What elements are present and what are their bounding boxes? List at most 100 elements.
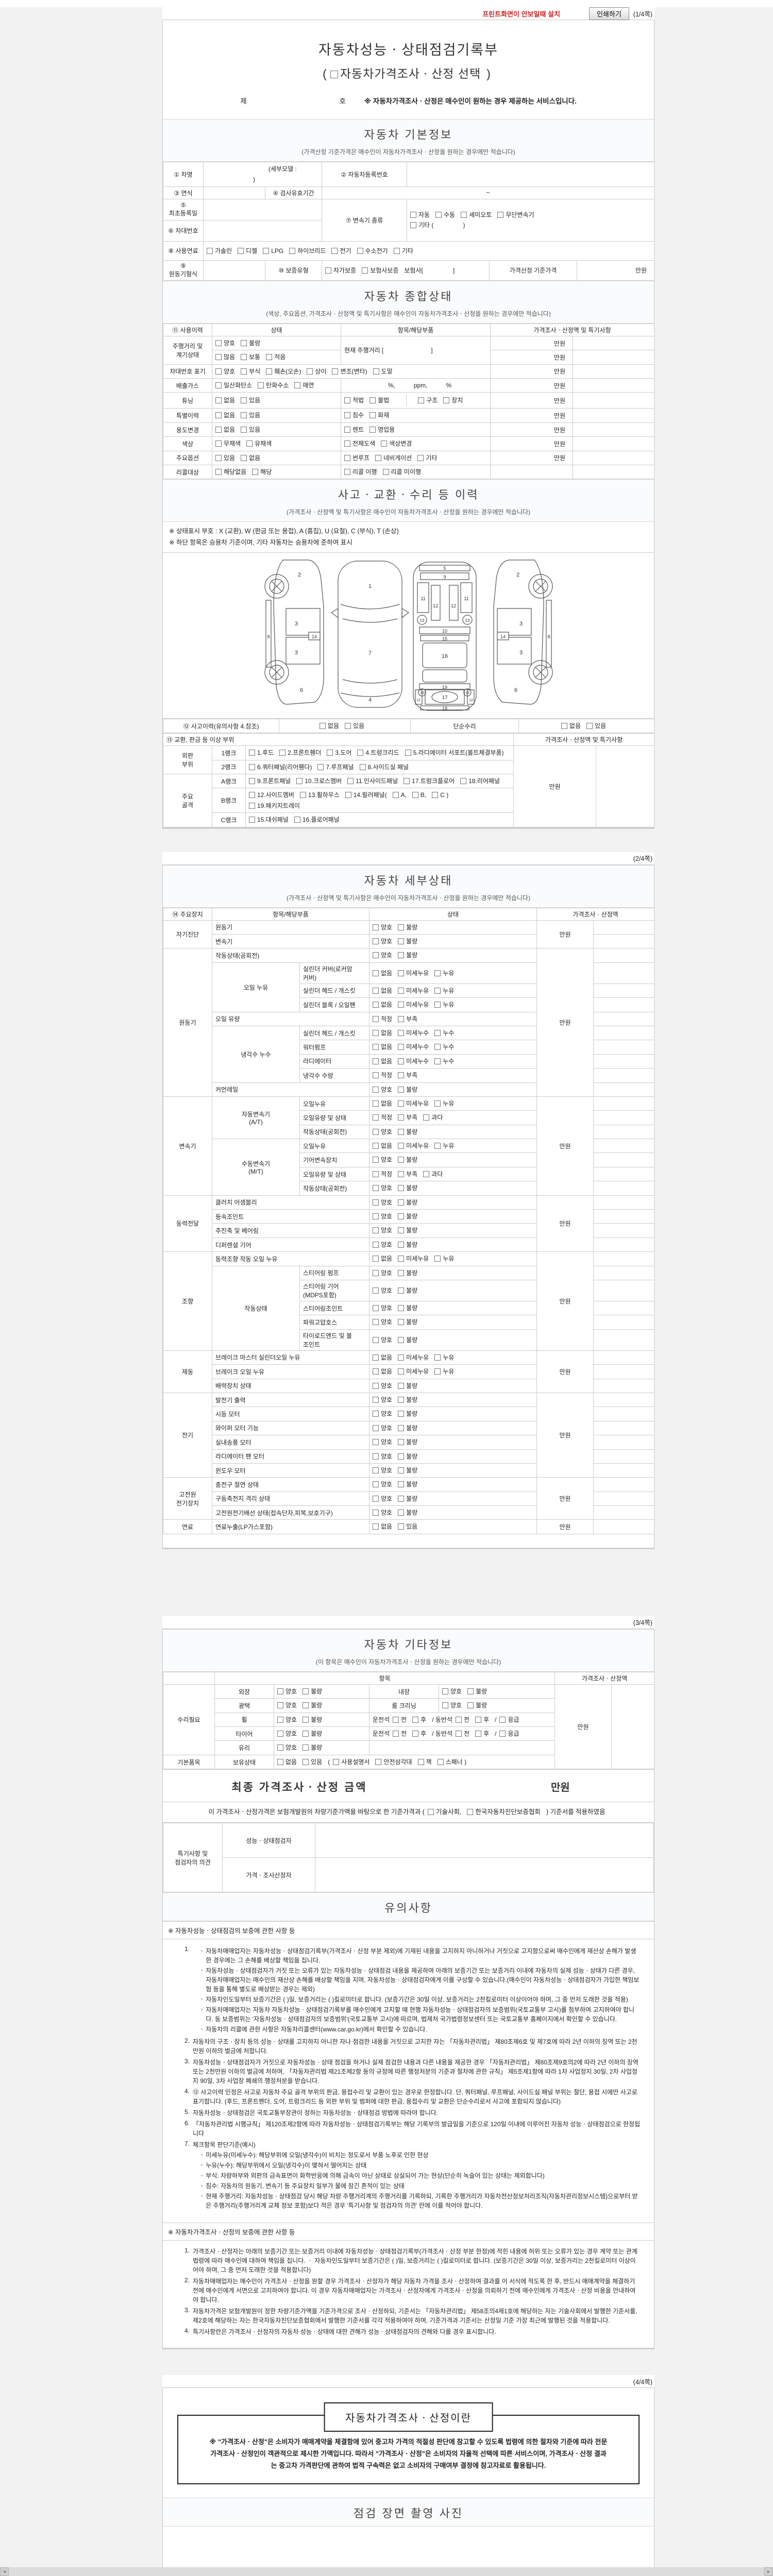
- state-options[interactable]: 적정 부족 과다: [369, 1110, 537, 1125]
- checkbox-option[interactable]: 12.사이드멤버: [249, 790, 294, 800]
- checkbox[interactable]: [345, 792, 351, 799]
- checkbox[interactable]: [289, 247, 296, 254]
- checkbox[interactable]: [375, 454, 382, 461]
- checkbox[interactable]: [499, 1731, 506, 1737]
- checkbox[interactable]: [412, 1731, 419, 1737]
- checkbox-option[interactable]: 전: [393, 1728, 407, 1739]
- checkbox-option[interactable]: 양호: [373, 1437, 392, 1447]
- checkbox-option[interactable]: 없음: [215, 425, 235, 435]
- checkbox-option[interactable]: 누유: [434, 999, 454, 1010]
- checkbox[interactable]: [373, 1199, 379, 1206]
- recall-item-options[interactable]: 리콜 이행 리콜 미이행: [341, 464, 491, 480]
- state-options[interactable]: 없음 미세누수 누수: [369, 1040, 537, 1055]
- checkbox[interactable]: [398, 1157, 405, 1163]
- checkbox[interactable]: [344, 412, 350, 419]
- state-options[interactable]: 양호 불량: [369, 1435, 537, 1450]
- checkbox[interactable]: [427, 1809, 434, 1816]
- recall-state-options[interactable]: 해당없음 해당: [212, 464, 341, 480]
- checkbox-option[interactable]: 불량: [398, 1317, 417, 1327]
- checkbox-option[interactable]: 미세누유: [398, 968, 429, 978]
- checkbox[interactable]: [373, 1368, 379, 1375]
- checkbox-option[interactable]: 7.루프패널: [317, 762, 354, 772]
- state-options[interactable]: 양호 불량: [369, 1378, 537, 1393]
- checkbox-option[interactable]: 11.인사이드패널: [347, 776, 398, 786]
- state-options[interactable]: 양호 불량: [369, 1315, 537, 1330]
- checkbox-option[interactable]: 양호: [373, 1451, 392, 1462]
- checkbox-option[interactable]: 부족: [398, 1169, 417, 1179]
- checkbox-option[interactable]: 영업용: [369, 425, 395, 435]
- checkbox-option[interactable]: 양호: [373, 1494, 392, 1504]
- checkbox-option[interactable]: 불량: [398, 1395, 417, 1405]
- checkbox[interactable]: [432, 792, 439, 799]
- checkbox[interactable]: [392, 792, 399, 799]
- note-cell[interactable]: [593, 1519, 655, 1534]
- checkbox-option[interactable]: 누유: [434, 968, 454, 978]
- checkbox-option[interactable]: 부족: [398, 1070, 417, 1080]
- note-cell[interactable]: [593, 997, 655, 1012]
- checkbox[interactable]: [258, 382, 264, 389]
- checkbox[interactable]: [249, 817, 255, 823]
- checkbox-option[interactable]: 16.플로어패널: [294, 815, 340, 825]
- checkbox-option[interactable]: 누수: [434, 1056, 454, 1066]
- note-cell[interactable]: [593, 1463, 655, 1478]
- checkbox[interactable]: [373, 1128, 379, 1135]
- checkbox[interactable]: [373, 938, 379, 945]
- checkbox[interactable]: [373, 1495, 379, 1502]
- checkbox-option[interactable]: 적정: [373, 1014, 392, 1024]
- checkbox[interactable]: [277, 1702, 283, 1709]
- checkbox[interactable]: [393, 247, 400, 254]
- checkbox[interactable]: [410, 222, 417, 229]
- glass-options[interactable]: 양호 불량: [274, 1740, 369, 1755]
- note-cell[interactable]: [593, 1237, 655, 1252]
- checkbox[interactable]: [373, 987, 379, 994]
- checkbox-option[interactable]: 세미오토: [461, 210, 492, 220]
- checkbox[interactable]: [373, 1510, 379, 1516]
- checkbox[interactable]: [373, 1319, 379, 1326]
- checkbox-option[interactable]: 양호: [373, 1197, 392, 1208]
- checkbox[interactable]: [434, 1100, 441, 1107]
- checkbox[interactable]: [398, 1411, 405, 1417]
- state-options[interactable]: 양호 불량: [369, 1505, 537, 1520]
- emission-options[interactable]: 일산화탄소 탄화수소 매연: [212, 378, 341, 393]
- checkbox-option[interactable]: 있음: [398, 1521, 417, 1532]
- checkbox-option[interactable]: 과다: [423, 1169, 443, 1179]
- scroll-right-arrow-icon[interactable]: ►: [764, 2567, 773, 2576]
- state-options[interactable]: 양호 불량: [369, 1420, 537, 1436]
- note-cell[interactable]: [593, 1096, 655, 1111]
- checkbox[interactable]: [410, 211, 417, 218]
- option-item-options[interactable]: 썬루프 네비게이션 기타: [341, 450, 491, 466]
- checkbox[interactable]: [373, 368, 379, 375]
- checkbox-option[interactable]: 9.프론트패널: [249, 776, 291, 786]
- state-options[interactable]: 양호 불량: [369, 1237, 537, 1252]
- checkbox-option[interactable]: 없음: [373, 986, 392, 996]
- checkbox-option[interactable]: 없음: [215, 395, 235, 405]
- checkbox-option[interactable]: 불량: [398, 1409, 417, 1419]
- checkbox[interactable]: [333, 1758, 340, 1765]
- exterior-options[interactable]: 양호 불량: [274, 1684, 369, 1699]
- checkbox-option[interactable]: 불량: [398, 950, 417, 960]
- checkbox[interactable]: [238, 247, 244, 254]
- checkbox-option[interactable]: 침수: [344, 410, 364, 420]
- checkbox-option[interactable]: 잭: [417, 1757, 432, 1767]
- checkbox[interactable]: [423, 1114, 430, 1121]
- checkbox-option[interactable]: 전기: [331, 246, 351, 256]
- checkbox[interactable]: [398, 970, 405, 976]
- checkbox-option[interactable]: 없음: [373, 1352, 392, 1363]
- checkbox-option[interactable]: 무채색: [215, 438, 241, 449]
- checkbox[interactable]: [373, 1425, 379, 1431]
- checkbox-option[interactable]: 양호: [373, 936, 392, 946]
- checkbox-option[interactable]: 누유: [434, 1098, 454, 1109]
- checkbox-option[interactable]: 디젤: [238, 246, 257, 256]
- note-cell[interactable]: [593, 1040, 655, 1055]
- checkbox[interactable]: [215, 382, 222, 389]
- checkbox-option[interactable]: 화재: [369, 410, 389, 420]
- checkbox-option[interactable]: 불량: [398, 1451, 417, 1462]
- state-options[interactable]: 양호 불량: [369, 1124, 537, 1140]
- state-options[interactable]: 양호 불량: [369, 1223, 537, 1238]
- checkbox-option[interactable]: 없음: [373, 1098, 392, 1109]
- tuning-state-options[interactable]: 없음 있음: [212, 392, 341, 409]
- checkbox[interactable]: [398, 1044, 405, 1050]
- checkbox-option[interactable]: 전: [393, 1715, 407, 1725]
- checkbox[interactable]: [434, 1354, 441, 1361]
- checkbox[interactable]: [373, 1354, 379, 1361]
